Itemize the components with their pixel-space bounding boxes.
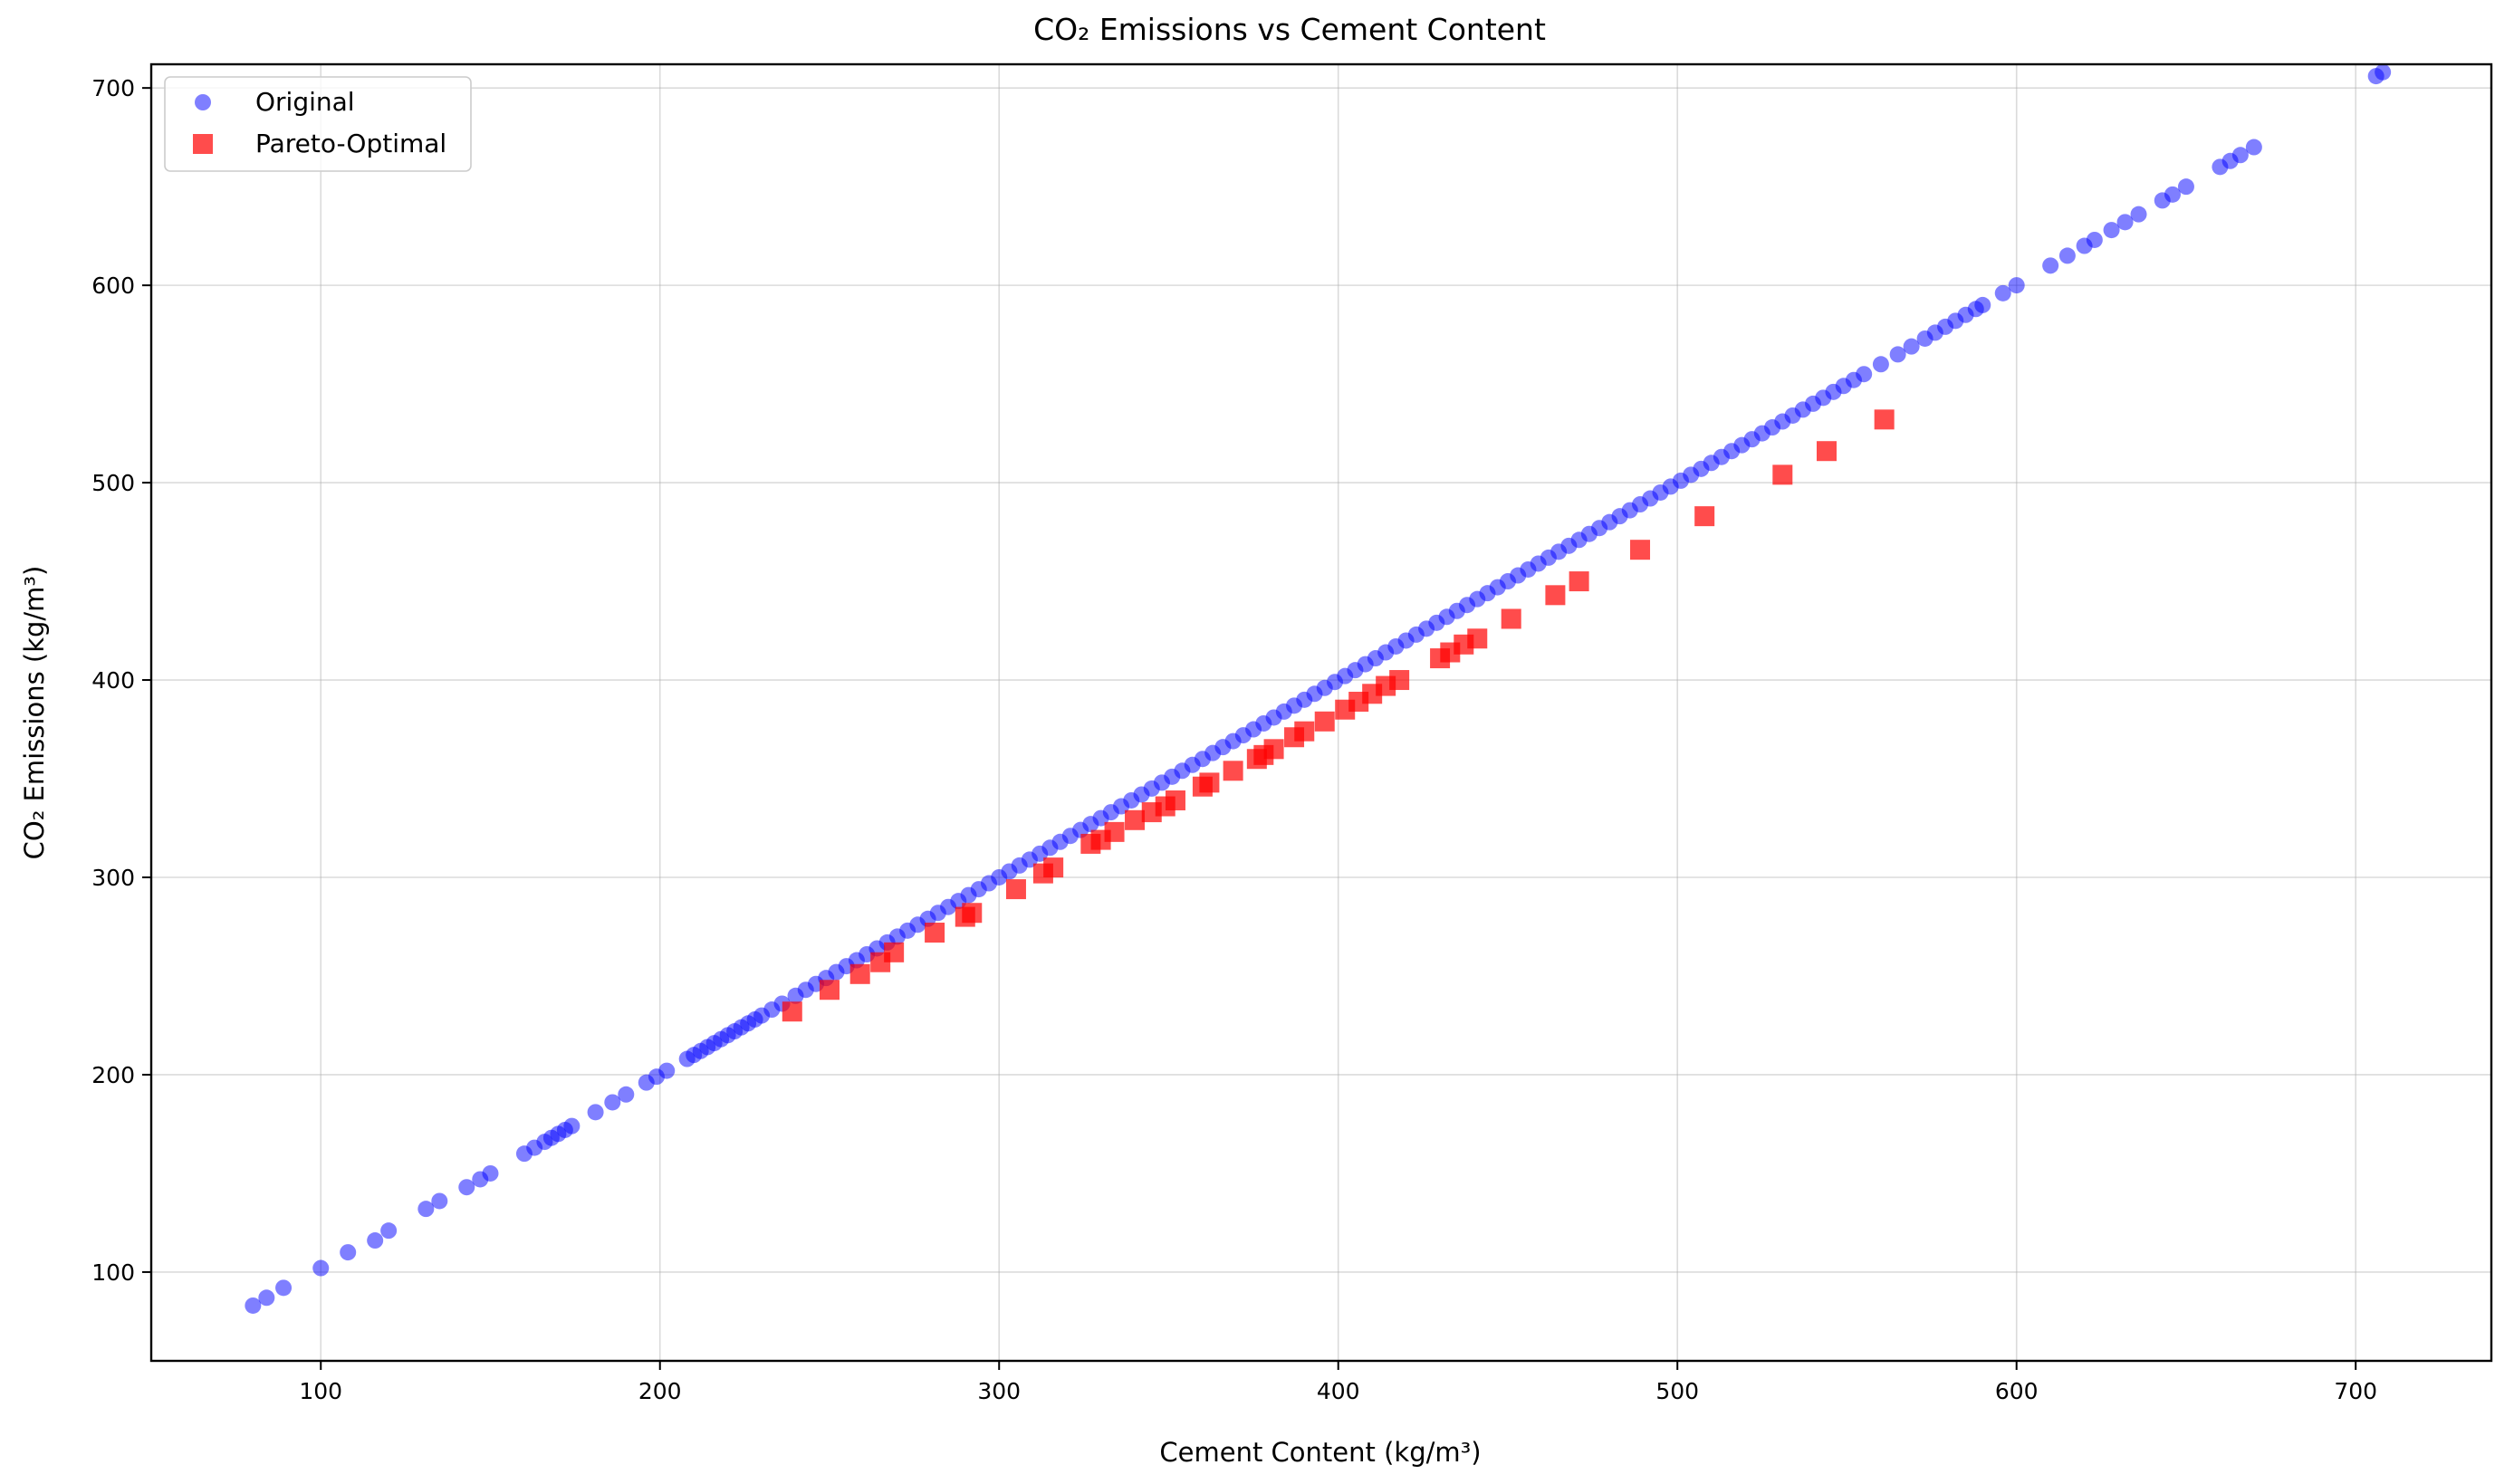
data-point-pareto: [1874, 409, 1895, 430]
data-point-pareto: [849, 963, 870, 984]
data-point-original: [2164, 186, 2181, 203]
data-point-pareto: [1816, 441, 1837, 462]
data-point-pareto: [1165, 790, 1185, 810]
data-point-original: [2058, 247, 2076, 264]
data-point-pareto: [1294, 721, 1315, 742]
data-point-original: [2245, 139, 2262, 156]
y-tick-label: 300: [91, 865, 135, 891]
chart-title: CO₂ Emissions vs Cement Content: [1033, 12, 1546, 47]
data-point-original: [2103, 222, 2120, 239]
data-point-pareto: [1569, 571, 1589, 592]
x-axis-label: Cement Content (kg/m³): [1159, 1437, 1481, 1468]
data-point-pareto: [1467, 628, 1488, 649]
data-point-original: [417, 1201, 435, 1218]
data-point-pareto: [962, 903, 983, 924]
data-point-pareto: [1501, 608, 1521, 629]
series-pareto-optimal: [782, 409, 1895, 1022]
data-point-pareto: [1005, 879, 1026, 900]
data-point-original: [2008, 277, 2025, 294]
data-point-original: [380, 1222, 398, 1240]
x-axis-ticks: 100 200 300 400 500 600 700: [299, 1361, 2377, 1404]
data-point-original: [1994, 284, 2011, 302]
data-point-original: [482, 1164, 499, 1182]
data-point-original: [1903, 338, 1920, 355]
data-point-pareto: [1694, 506, 1715, 527]
data-point-original: [458, 1179, 475, 1196]
x-tick-label: 600: [1995, 1378, 2039, 1404]
legend-label-original: Original: [255, 87, 355, 117]
plot-frame: [149, 62, 2493, 1363]
data-point-original: [658, 1062, 676, 1079]
x-tick-label: 200: [638, 1378, 682, 1404]
data-point-pareto: [1043, 857, 1064, 878]
y-tick-label: 500: [91, 470, 135, 496]
x-tick-label: 300: [977, 1378, 1021, 1404]
data-point-original: [2375, 63, 2392, 81]
data-point-pareto: [1630, 540, 1651, 560]
legend: Original Pareto-Optimal: [164, 76, 472, 172]
data-point-original: [1872, 356, 1889, 373]
data-point-pareto: [782, 1001, 802, 1022]
y-tick-label: 100: [91, 1259, 135, 1286]
data-point-pareto: [1125, 809, 1146, 830]
legend-marker-pareto: [193, 134, 213, 154]
data-point-original: [340, 1244, 357, 1261]
data-point-original: [1889, 346, 1906, 363]
data-point-original: [431, 1192, 448, 1210]
data-point-original: [1974, 296, 1991, 313]
data-point-original: [1856, 366, 1873, 383]
y-tick-label: 200: [91, 1062, 135, 1088]
data-point-original: [258, 1289, 275, 1307]
legend-label-pareto: Pareto-Optimal: [255, 129, 446, 158]
data-point-pareto: [1389, 670, 1410, 691]
data-point-original: [618, 1086, 635, 1103]
x-tick-label: 700: [2334, 1378, 2377, 1404]
y-axis-label: CO₂ Emissions (kg/m³): [19, 566, 50, 860]
data-point-original: [604, 1094, 621, 1111]
y-tick-label: 700: [91, 75, 135, 101]
data-point-pareto: [1223, 761, 1243, 781]
x-tick-label: 400: [1317, 1378, 1360, 1404]
legend-marker-original: [195, 94, 211, 110]
data-point-original: [2130, 206, 2147, 223]
data-point-pareto: [819, 980, 840, 1001]
data-point-original: [245, 1297, 262, 1314]
data-point-original: [2042, 257, 2059, 274]
data-point-original: [2086, 231, 2103, 248]
data-point-pareto: [1772, 464, 1793, 485]
data-point-pareto: [1104, 821, 1125, 842]
data-point-pareto: [925, 923, 945, 943]
data-point-pareto: [1263, 739, 1284, 760]
series-original: [245, 63, 2392, 1314]
data-point-original: [2231, 147, 2249, 164]
data-point-original: [2116, 214, 2134, 231]
data-point-original: [312, 1259, 330, 1277]
data-point-pareto: [884, 942, 905, 962]
data-point-original: [275, 1279, 293, 1297]
legend-box: [164, 76, 472, 172]
data-point-pareto: [1199, 772, 1220, 793]
data-point-original: [2177, 178, 2194, 196]
y-tick-label: 600: [91, 273, 135, 299]
data-point-pareto: [1314, 711, 1335, 732]
data-point-original: [563, 1117, 581, 1135]
x-tick-label: 100: [299, 1378, 342, 1404]
x-tick-label: 500: [1655, 1378, 1699, 1404]
y-tick-label: 400: [91, 667, 135, 694]
data-point-pareto: [1545, 585, 1566, 606]
y-axis-ticks: 100 200 300 400 500 600 700: [91, 75, 151, 1286]
data-point-original: [587, 1104, 604, 1121]
data-point-original: [367, 1232, 384, 1249]
